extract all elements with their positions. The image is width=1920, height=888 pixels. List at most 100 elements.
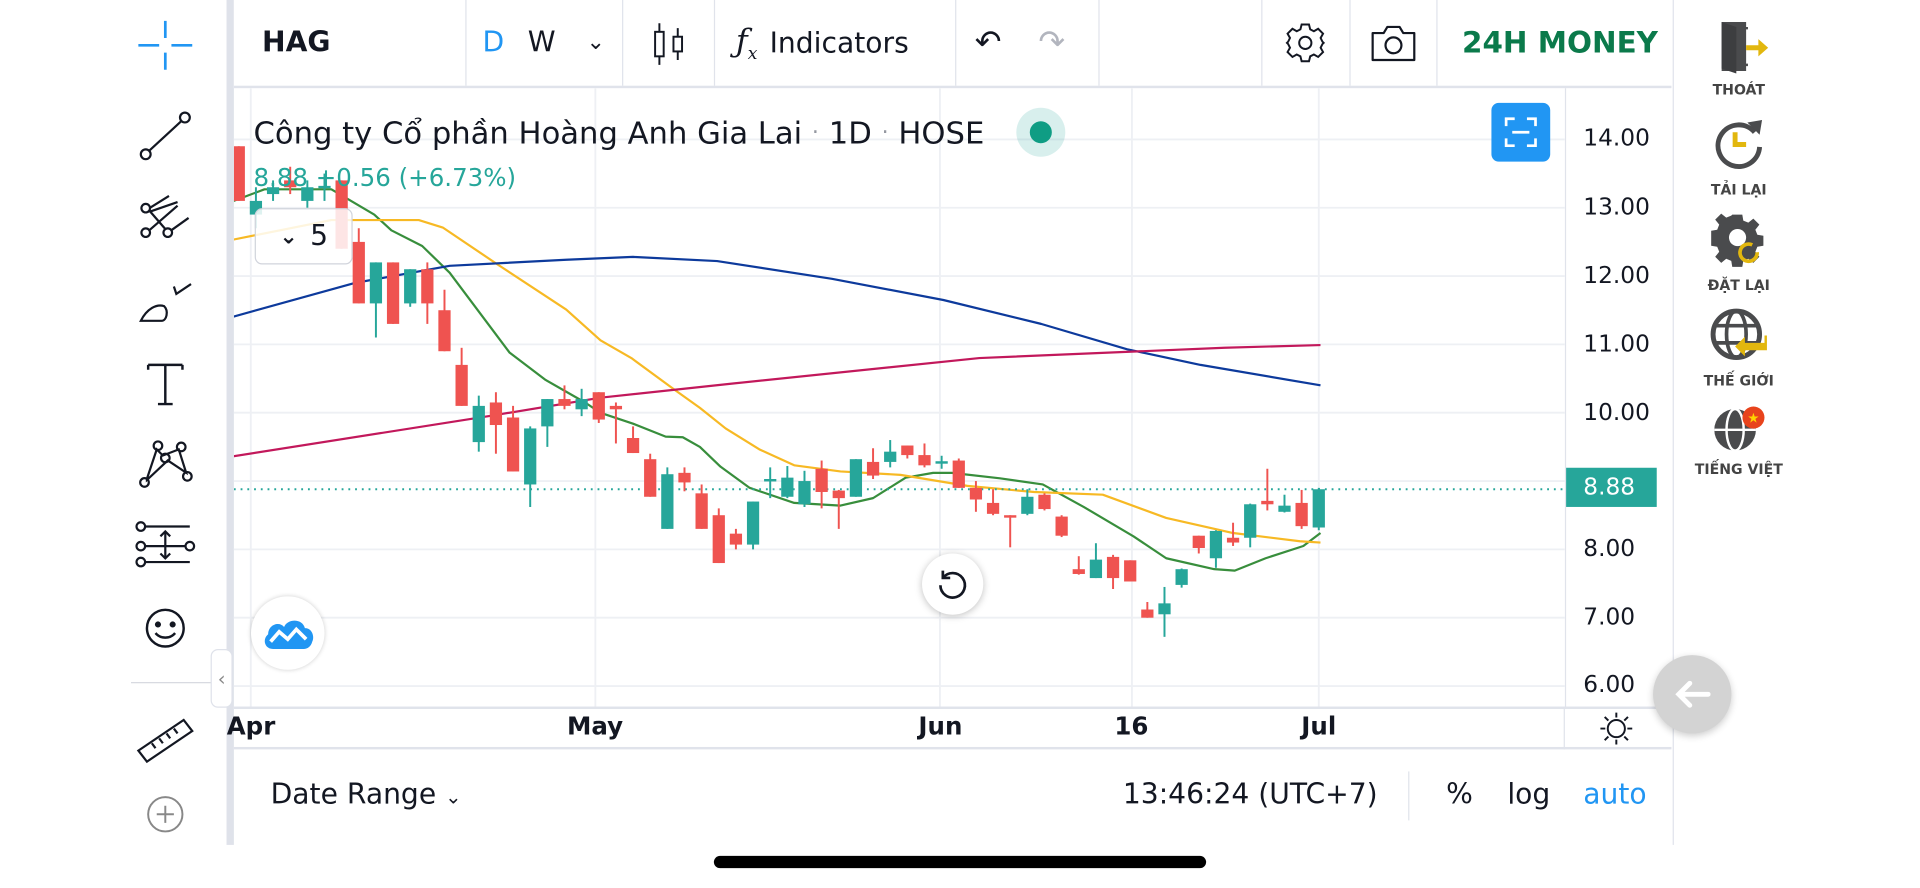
candle-down [918,455,931,466]
candle-down [1226,537,1240,543]
indicators-button[interactable]: ƒx Indicators [736,17,909,71]
camera-icon[interactable] [1369,22,1418,64]
time-axis[interactable]: Apr May Jun 16 Jul [227,706,1672,750]
interval-d-button[interactable]: D [482,26,505,59]
candle-down [986,502,1000,514]
world-icon [1710,308,1767,361]
pitchfork-icon [140,194,190,239]
fullscreen-button[interactable] [1491,102,1551,162]
candle-down [969,487,983,500]
chart-pane[interactable]: Công ty Cổ phần Hoàng Anh Gia Lai · 1D ·… [233,88,1565,707]
candle-up [1209,530,1223,559]
candle-down [558,399,571,406]
divider [1408,771,1410,821]
chevron-down-icon: ⌄ [445,784,462,809]
xabcd-pattern-icon [139,440,193,488]
clock-timezone[interactable]: 13:46:24 (UTC+7) [1122,778,1378,811]
auto-scale-toggle[interactable]: auto [1583,778,1647,811]
legend-separator: · [881,119,889,146]
candle-up [1244,504,1257,538]
vietnamese-language-icon: ★ [1714,406,1765,452]
world-label: THẾ GIỚI [1703,372,1774,390]
interval-w-button[interactable]: W [527,26,556,59]
tradingview-logo[interactable] [251,596,325,670]
language-vietnamese-button[interactable]: ★ TIẾNG VIỆT [1690,404,1788,478]
candle-down [609,405,623,410]
text-tool[interactable] [135,355,196,411]
collapse-toolbar-button[interactable]: ‹ [210,648,233,708]
legend-exchange: HOSE [898,114,985,151]
exit-button[interactable]: THOÁT [1690,20,1788,98]
price-tick: 12.00 [1583,262,1650,289]
reload-icon [1715,120,1763,169]
price-tick: 8.00 [1583,535,1636,563]
price-chart[interactable] [233,88,1565,707]
candle-up [1312,489,1325,528]
ruler-icon [136,718,194,764]
candle-up [266,187,280,195]
brand-logo-text: 24H MONEY [1462,25,1658,61]
candle-down [284,180,297,188]
brush-tool[interactable] [135,274,196,330]
settings-gear-icon[interactable] [1283,21,1327,65]
pitchfork-tool[interactable] [135,191,196,247]
candle-style-icon[interactable] [650,20,687,69]
candle-down [1004,515,1017,518]
candle-down [1038,494,1051,510]
symbol-search-button[interactable]: HAG [262,26,331,59]
divider [955,0,957,86]
reset-chart-button[interactable] [922,553,984,615]
fx-icon: ƒx [735,23,758,65]
interval-dropdown-chevron-icon[interactable]: ⌄ [586,29,606,56]
zoom-in-tool[interactable] [135,790,196,839]
world-market-button[interactable]: THẾ GIỚI [1690,306,1788,389]
legend-last-price: 8.88 [253,162,308,193]
candle-down [1055,516,1068,536]
candle-up [575,399,588,410]
candle-down [832,490,845,499]
reset-settings-button[interactable]: ĐẶT LẠI [1690,211,1788,294]
ruler-tool[interactable] [135,710,196,766]
candle-up [781,477,794,497]
price-tick: 7.00 [1583,603,1636,631]
price-tick: 10.00 [1583,399,1650,427]
percent-scale-toggle[interactable]: % [1446,778,1473,811]
log-scale-toggle[interactable]: log [1507,778,1551,811]
price-tick: 13.00 [1583,193,1650,221]
measure-range-tool[interactable] [135,517,196,573]
candle-up [1278,505,1291,512]
market-status-indicator[interactable] [1016,107,1066,157]
theme-sun-icon[interactable] [1599,711,1633,745]
candle-down [1192,535,1205,549]
price-tick: 14.00 [1583,124,1650,152]
emoji-tool[interactable] [135,600,196,656]
candle-down [815,468,828,492]
time-tick: 16 [1114,711,1149,741]
redo-icon[interactable]: ↷ [1038,24,1066,62]
floating-back-button[interactable] [1653,655,1732,734]
crosshair-tool[interactable] [135,17,196,73]
indicators-collapse-button[interactable]: ⌄ 5 [254,208,353,265]
pattern-tool[interactable] [135,436,196,492]
candle-down [421,269,434,304]
reset-settings-label: ĐẶT LẠI [1707,276,1770,294]
reload-button[interactable]: TẢI LẠI [1690,115,1788,198]
top-toolbar: HAG D W ⌄ ƒx Indicators ↶ ↷ 24H MONEY [233,0,1672,89]
price-range-icon [135,521,196,568]
undo-icon[interactable]: ↶ [974,24,1002,62]
candle-up [472,405,485,443]
drawing-toolbar [0,0,227,845]
date-range-button[interactable]: Date Range ⌄ [271,779,462,811]
price-axis[interactable]: 14.00 13.00 12.00 11.00 10.00 8.00 7.00 … [1564,88,1673,707]
candle-down [901,445,914,456]
home-indicator[interactable] [713,855,1207,869]
candle-down [1072,569,1085,574]
candle-down [1141,609,1154,618]
legend-separator: · [811,119,819,146]
cloud-logo-icon [264,620,314,649]
candle-up [1175,569,1188,585]
candle-up [1021,496,1034,514]
trend-line-tool[interactable] [135,108,196,164]
bottom-toolbar: Date Range ⌄ 13:46:24 (UTC+7) % log auto [233,746,1672,845]
